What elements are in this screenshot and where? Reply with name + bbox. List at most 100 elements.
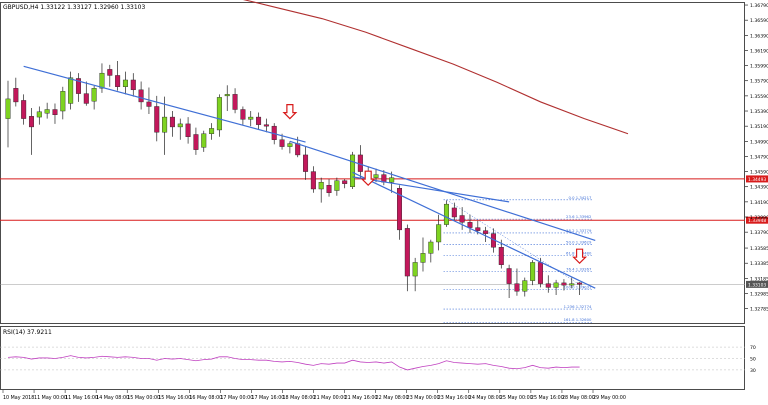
candle-body	[577, 282, 583, 285]
candle	[83, 81, 89, 106]
candle	[162, 96, 168, 155]
candle	[467, 214, 473, 233]
candle	[318, 177, 324, 203]
candle-body	[60, 91, 66, 112]
candle-body	[506, 268, 512, 284]
candle-body	[412, 262, 418, 277]
candle	[36, 106, 42, 125]
fib-level-label: 161.8 1.32600	[564, 317, 592, 322]
candle-body	[36, 111, 42, 118]
moving-average-layer	[242, 0, 629, 135]
candle	[569, 277, 575, 289]
trendline	[23, 65, 306, 143]
candle-body	[13, 88, 19, 103]
candle	[412, 257, 418, 292]
candle	[201, 130, 207, 152]
candle	[530, 260, 536, 286]
candle	[91, 86, 97, 110]
time-tick-label: 23 May 16:00	[438, 395, 471, 401]
time-tick-label: 11 May 00:00	[34, 395, 67, 401]
rsi-tick-label: 50	[750, 357, 756, 363]
candle-body	[201, 133, 207, 148]
candle	[334, 177, 340, 196]
price-tick-label: 1.34990	[750, 139, 768, 145]
candle	[169, 111, 175, 137]
time-tick-label: 16 May 08:00	[189, 395, 222, 401]
price-tick-label: 1.33185	[750, 276, 768, 282]
time-tick-label: 25 May 00:00	[500, 395, 533, 401]
candle-body	[420, 253, 426, 263]
candle	[216, 94, 222, 137]
candle	[28, 107, 34, 155]
candle-body	[522, 280, 528, 292]
time-tick-label: 29 May 00:00	[593, 395, 626, 401]
price-tick-label: 1.33790	[750, 230, 768, 236]
down-arrow-marker	[360, 170, 376, 187]
candle	[248, 111, 254, 127]
candle	[553, 279, 559, 295]
candle-body	[5, 98, 11, 119]
candle-body	[389, 177, 395, 183]
price-tick-label: 1.36790	[750, 3, 768, 9]
candle	[287, 141, 293, 154]
time-tick-label: 18 May 08:00	[282, 395, 315, 401]
candle-body	[475, 227, 481, 231]
price-tick-label: 1.35190	[750, 124, 768, 130]
candle	[545, 275, 551, 293]
time-tick-label: 11 May 16:00	[65, 395, 98, 401]
rsi-tick-label: 70	[750, 345, 756, 351]
candle	[256, 112, 262, 130]
candle-body	[530, 262, 536, 281]
candle-body	[443, 203, 449, 225]
candle-body	[569, 283, 575, 286]
candle-body	[428, 241, 434, 254]
time-tick-label: 25 May 16:00	[531, 395, 564, 401]
price-tick-label: 1.32785	[750, 307, 768, 313]
candle	[443, 200, 449, 227]
candle-body	[483, 230, 489, 234]
candle-body	[498, 247, 504, 265]
candle-body	[138, 89, 144, 103]
fib-level-label: 76.4 1.33267	[566, 267, 592, 272]
candle-body	[537, 262, 543, 284]
candle	[326, 179, 332, 197]
candle	[177, 118, 183, 140]
trendlines-layer	[23, 65, 596, 289]
time-tick-label: 21 May 00:00	[314, 395, 347, 401]
candle-body	[326, 185, 332, 193]
candle-body	[342, 180, 348, 184]
price-tick-label: 1.35390	[750, 109, 768, 115]
candle-body	[224, 94, 230, 97]
candle-body	[177, 123, 183, 128]
candle	[232, 88, 238, 114]
chart-title: GBPUSD,H4 1.33122 1.33127 1.32960 1.3310…	[3, 4, 145, 11]
candle	[436, 214, 442, 251]
price-tick-label: 1.35990	[750, 64, 768, 70]
candle	[428, 239, 434, 263]
candle-body	[115, 75, 121, 87]
candle	[389, 171, 395, 193]
time-tick-label: 28 May 08:00	[562, 395, 595, 401]
rsi-line	[7, 355, 580, 371]
candle	[115, 61, 121, 91]
level-badge	[746, 216, 768, 224]
candle	[506, 264, 512, 299]
candle-body	[28, 116, 34, 128]
price-tick-label: 1.35590	[750, 94, 768, 100]
candle	[577, 282, 583, 295]
candle-body	[75, 78, 81, 94]
down-arrow-marker	[572, 248, 588, 265]
candle	[561, 279, 567, 291]
candle	[60, 86, 66, 120]
fib-level-label: 38.2 1.33779	[566, 228, 592, 233]
price-tick-label: 1.35790	[750, 79, 768, 85]
candle-body	[99, 72, 105, 89]
candle	[130, 73, 136, 97]
candle-body	[162, 116, 168, 133]
candles-layer	[5, 61, 583, 299]
candle-body	[146, 101, 152, 107]
candle-body	[209, 128, 215, 134]
price-axis: 1.36790 1.36590 1.36390 1.36190 1.35990 1.357…	[745, 3, 768, 313]
